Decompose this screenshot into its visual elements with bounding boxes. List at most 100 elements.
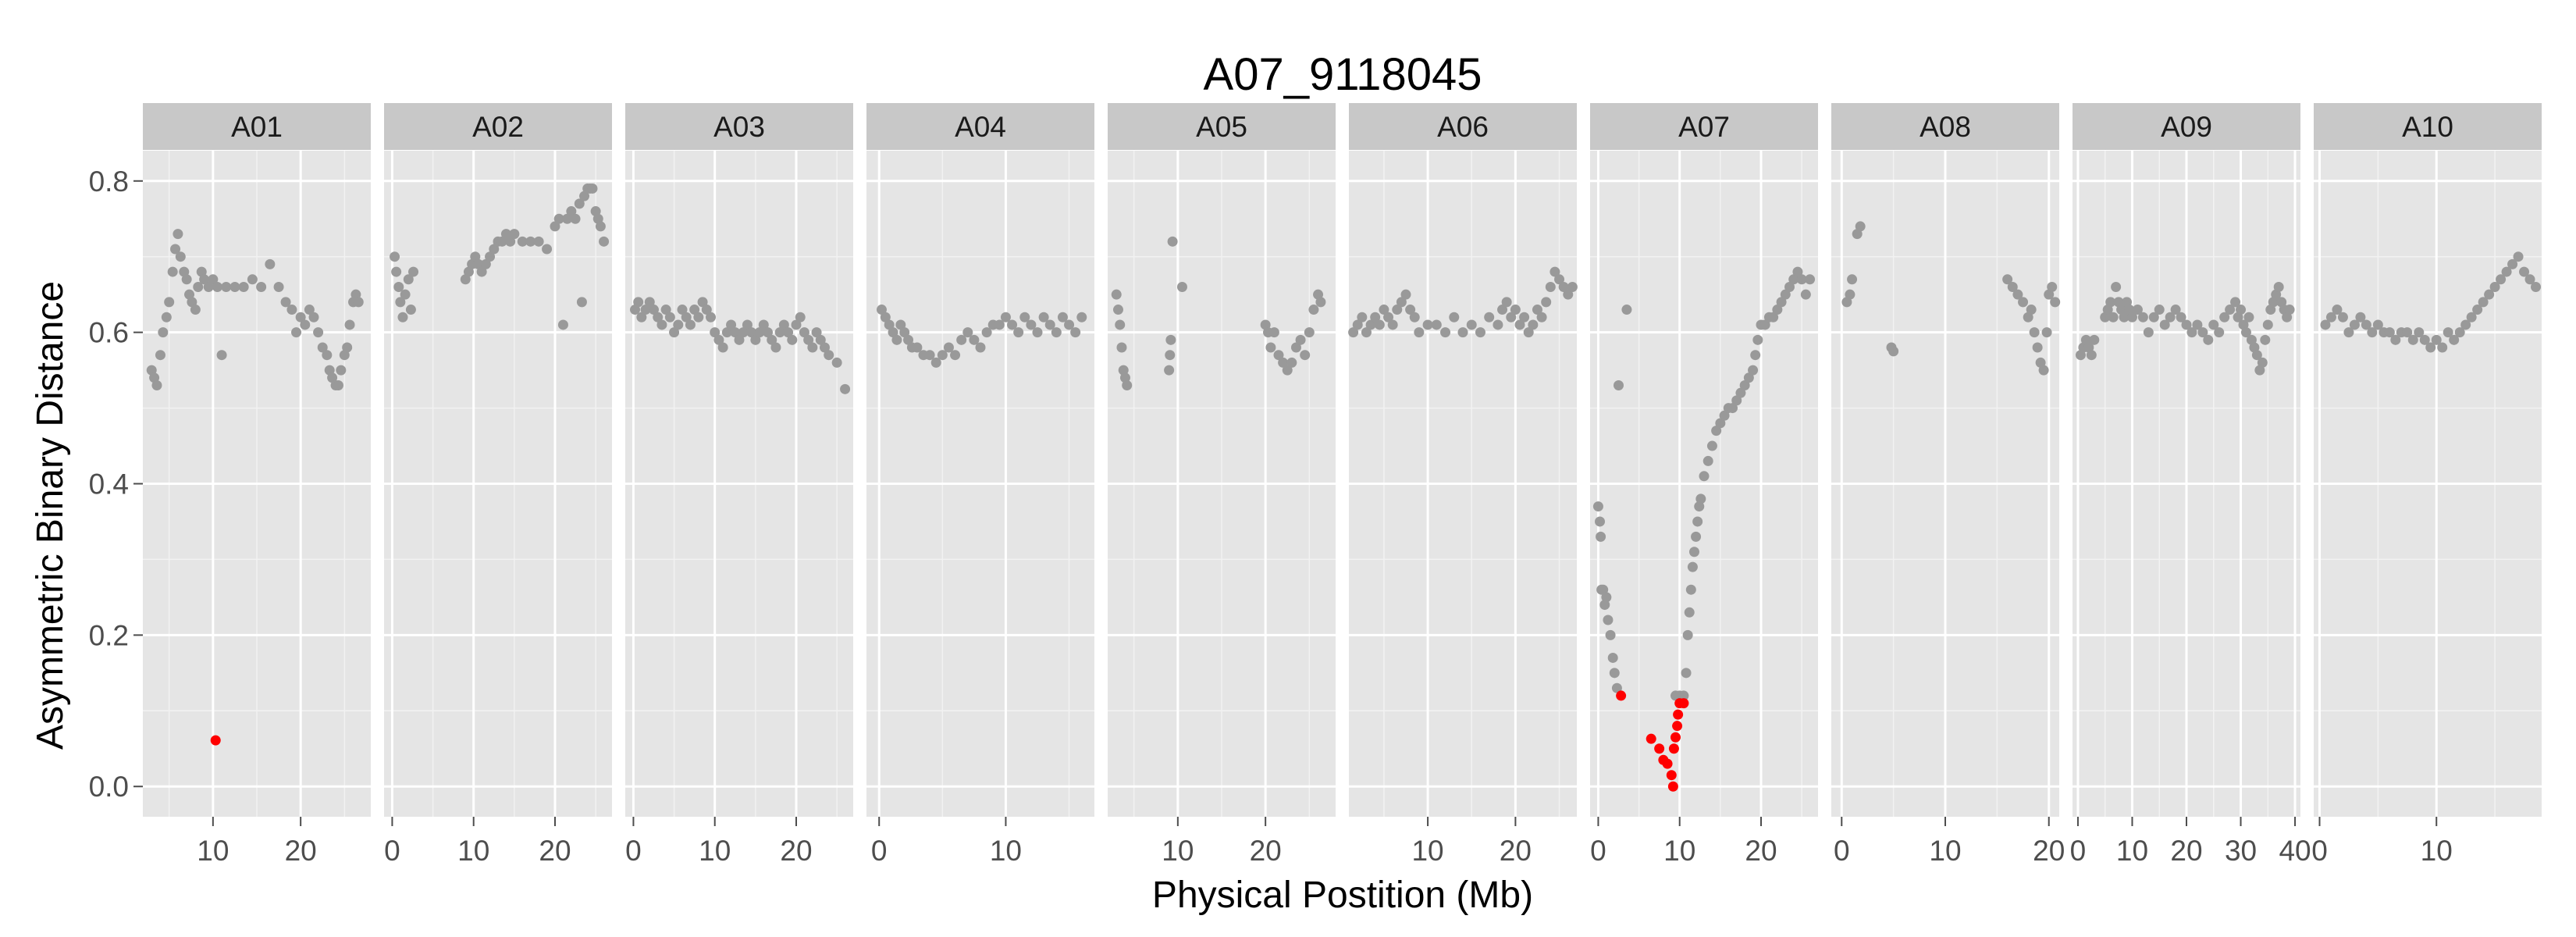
data-point: [1614, 379, 1624, 390]
x-tick-label: 0: [2070, 835, 2087, 867]
data-point: [1601, 592, 1612, 603]
data-point: [888, 327, 898, 338]
x-tick-label: 0: [1834, 835, 1850, 867]
data-point: [1466, 319, 1477, 330]
data-point: [164, 297, 175, 308]
x-tick-label: 0: [2311, 835, 2328, 867]
data-point: [2496, 274, 2507, 285]
x-tick-label: 10: [1162, 835, 1194, 867]
data-point: [212, 281, 222, 292]
data-point: [2332, 305, 2343, 315]
data-point: [1699, 471, 1710, 482]
data-point: [1392, 305, 1403, 315]
data-point: [2437, 342, 2448, 353]
data-point: [1497, 305, 1508, 315]
data-point: [664, 312, 675, 322]
data-point: [2472, 305, 2483, 315]
data-point: [767, 334, 777, 345]
x-tick-label: 0: [871, 835, 888, 867]
data-point: [1532, 305, 1542, 315]
data-point: [286, 305, 297, 315]
data-point: [895, 319, 906, 330]
y-axis-title: Asymmetric Binary Distance: [30, 281, 71, 750]
data-point: [496, 236, 507, 247]
data-point: [2012, 289, 2023, 300]
data-point: [689, 305, 700, 315]
data-point: [2214, 327, 2225, 338]
data-point: [2038, 365, 2049, 376]
data-point: [1122, 379, 1133, 390]
data-point: [1719, 410, 1730, 421]
data-point: [1383, 312, 1394, 322]
data-point: [1845, 289, 1856, 300]
chart-title: A07_9118045: [1204, 49, 1482, 100]
data-point: [1265, 342, 1276, 353]
data-point: [2154, 305, 2165, 315]
data-point: [730, 327, 741, 338]
data-point: [1304, 327, 1315, 338]
strip-label: A05: [1196, 111, 1247, 143]
data-point: [630, 305, 641, 315]
data-point: [317, 342, 328, 353]
data-point: [943, 342, 954, 353]
data-point: [353, 297, 364, 308]
data-point: [975, 342, 986, 353]
data-point: [460, 274, 471, 285]
data-point: [2192, 319, 2203, 330]
data-point: [2230, 297, 2241, 308]
data-point: [2325, 312, 2336, 322]
data-point: [2126, 312, 2137, 322]
data-point: [199, 274, 210, 285]
data-point: [2273, 281, 2284, 292]
data-point: [1847, 274, 1858, 285]
data-point: [2384, 327, 2395, 338]
data-point: [649, 305, 659, 315]
data-point: [1365, 319, 1376, 330]
data-point: [1514, 319, 1525, 330]
data-point: [203, 281, 214, 292]
strip-background: [625, 103, 853, 150]
data-point: [2524, 274, 2535, 285]
y-tick-label: 0.2: [89, 619, 129, 651]
data-point: [1057, 312, 1068, 322]
data-point: [1115, 319, 1126, 330]
data-point: [2407, 334, 2418, 345]
data-point: [653, 312, 664, 322]
data-point: [1558, 281, 1569, 292]
data-point: [701, 305, 712, 315]
data-point: [1484, 312, 1495, 322]
data-point: [783, 327, 794, 338]
data-point: [390, 251, 400, 262]
data-point: [1278, 357, 1289, 368]
data-point: [1691, 531, 1702, 542]
data-point: [238, 281, 249, 292]
highlight-point: [1666, 770, 1677, 781]
y-tick-label: 0.4: [89, 468, 129, 501]
data-point: [2425, 342, 2436, 353]
data-point: [1300, 350, 1311, 361]
data-point: [1422, 319, 1433, 330]
data-point: [1519, 312, 1530, 322]
data-point: [1431, 319, 1442, 330]
highlight-point: [1668, 743, 1679, 754]
data-point: [1315, 297, 1326, 308]
data-point: [2236, 305, 2247, 315]
data-point: [669, 327, 680, 338]
data-point: [981, 327, 992, 338]
data-point: [1007, 319, 1018, 330]
data-point: [633, 297, 644, 308]
strip-label: A04: [955, 111, 1006, 143]
data-point: [566, 206, 577, 217]
data-point: [726, 319, 737, 330]
data-point: [640, 305, 651, 315]
data-point: [2343, 327, 2354, 338]
data-point: [1592, 501, 1603, 512]
data-point: [1176, 281, 1187, 292]
x-tick-label: 10: [1663, 835, 1695, 867]
data-point: [265, 258, 276, 269]
data-point: [903, 334, 914, 345]
x-tick-label: 20: [1745, 835, 1777, 867]
data-point: [322, 350, 333, 361]
data-point: [391, 266, 402, 277]
data-point: [1681, 668, 1692, 679]
